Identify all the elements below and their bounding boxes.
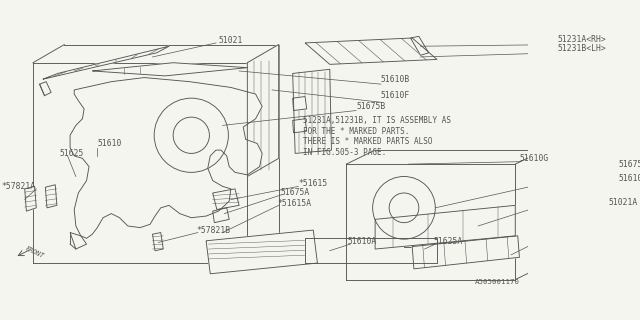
Text: 51625A: 51625A bbox=[434, 237, 463, 246]
Text: THERE IS * MARKED PARTS ALSO: THERE IS * MARKED PARTS ALSO bbox=[303, 137, 433, 146]
Polygon shape bbox=[305, 238, 437, 263]
Polygon shape bbox=[292, 119, 307, 133]
Polygon shape bbox=[292, 97, 307, 110]
Text: 51021: 51021 bbox=[218, 36, 243, 45]
Text: *57821B: *57821B bbox=[196, 226, 230, 235]
Polygon shape bbox=[247, 44, 278, 177]
Polygon shape bbox=[25, 186, 36, 211]
Text: IN FIG.505-3 PAGE.: IN FIG.505-3 PAGE. bbox=[303, 148, 387, 157]
Text: 51610B: 51610B bbox=[381, 75, 410, 84]
Polygon shape bbox=[292, 69, 332, 153]
Polygon shape bbox=[70, 77, 262, 238]
Text: 51231A<RH>: 51231A<RH> bbox=[557, 35, 606, 44]
Text: *51615: *51615 bbox=[298, 179, 328, 188]
Polygon shape bbox=[92, 63, 247, 76]
Text: 51610C: 51610C bbox=[618, 174, 640, 183]
Text: 51231B<LH>: 51231B<LH> bbox=[557, 44, 606, 53]
Polygon shape bbox=[375, 205, 515, 249]
Text: 51021A: 51021A bbox=[609, 198, 637, 207]
Polygon shape bbox=[212, 189, 239, 210]
Polygon shape bbox=[305, 38, 437, 64]
Text: FOR THE * MARKED PARTS.: FOR THE * MARKED PARTS. bbox=[303, 127, 410, 136]
Polygon shape bbox=[411, 36, 429, 55]
Polygon shape bbox=[40, 82, 51, 96]
Polygon shape bbox=[212, 208, 229, 223]
Text: 51675C: 51675C bbox=[618, 160, 640, 169]
Text: 51675A: 51675A bbox=[280, 188, 310, 197]
Text: 51610G: 51610G bbox=[520, 154, 548, 163]
Text: 51675B: 51675B bbox=[356, 102, 385, 111]
Text: A505001170: A505001170 bbox=[474, 279, 520, 285]
Text: 51610F: 51610F bbox=[381, 91, 410, 100]
Polygon shape bbox=[45, 185, 57, 208]
Polygon shape bbox=[43, 46, 169, 79]
Text: 51231A,51231B, IT IS ASSEMBLY AS: 51231A,51231B, IT IS ASSEMBLY AS bbox=[303, 116, 451, 125]
Text: FRONT: FRONT bbox=[25, 245, 45, 259]
Polygon shape bbox=[152, 233, 163, 251]
Text: *51615A: *51615A bbox=[277, 199, 311, 208]
Text: 51610: 51610 bbox=[97, 139, 122, 148]
Text: *57821A: *57821A bbox=[2, 182, 36, 191]
Polygon shape bbox=[206, 230, 317, 274]
Text: 51610A: 51610A bbox=[348, 237, 377, 246]
Polygon shape bbox=[412, 236, 520, 269]
Text: 51625: 51625 bbox=[60, 149, 84, 158]
Polygon shape bbox=[70, 233, 86, 249]
